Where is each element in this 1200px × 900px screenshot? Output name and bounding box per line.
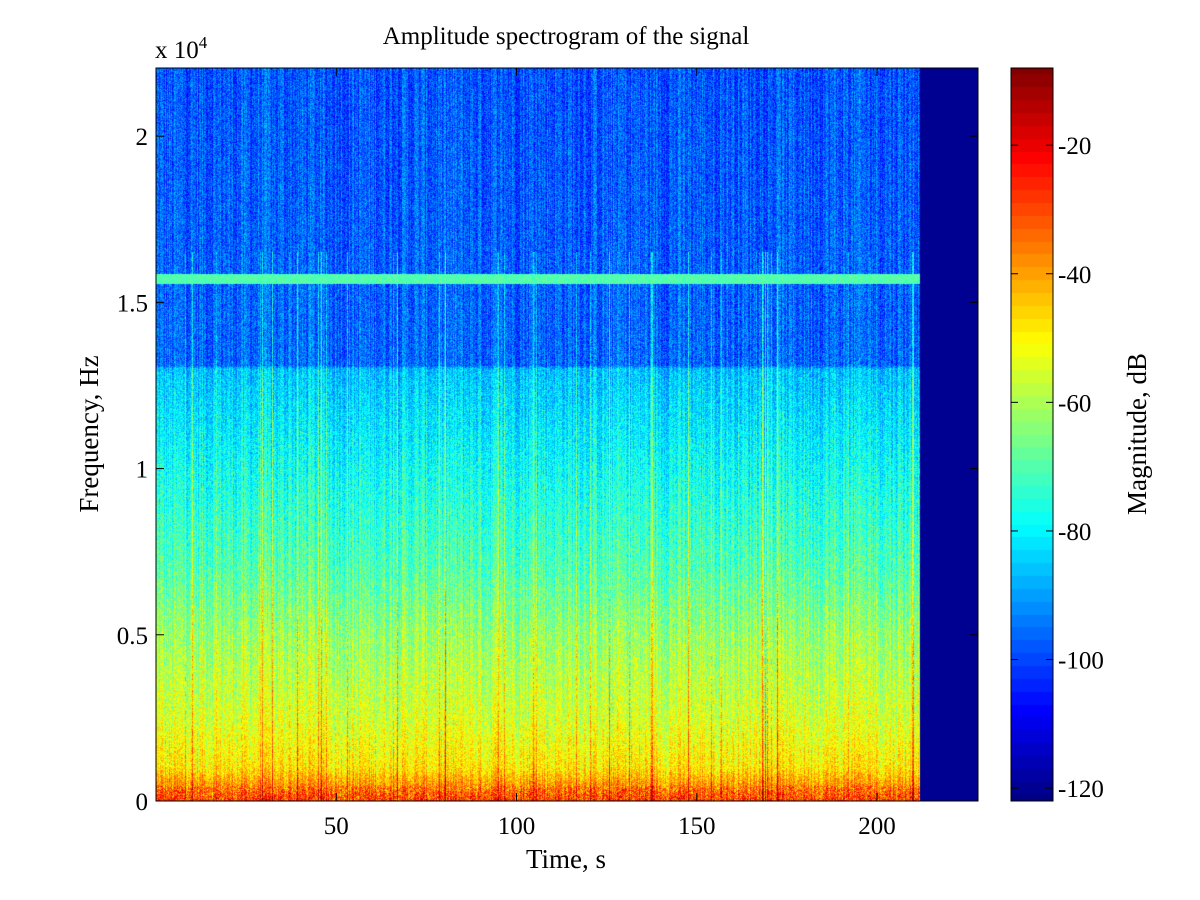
colorbar-tick-label-4: -100 — [1058, 648, 1104, 675]
x-axis-label: Time, s — [526, 844, 606, 874]
colorbar-tick-label-0: -20 — [1058, 133, 1091, 160]
colorbar-tick-label-3: -80 — [1058, 519, 1091, 546]
y-tick-label-2: 1 — [136, 457, 149, 484]
spectrogram-heatmap — [156, 68, 978, 801]
colorbar-tick-label-2: -60 — [1058, 390, 1091, 417]
y-tick-label-3: 1.5 — [117, 290, 148, 317]
x-tick-label-2: 150 — [678, 813, 716, 840]
x-tick-label-1: 100 — [498, 813, 536, 840]
y-scale-base: x 10 — [155, 37, 199, 64]
chart-title: Amplitude spectrogram of the signal — [383, 23, 750, 50]
y-tick-label-1: 0.5 — [117, 623, 148, 650]
colorbar-label: Magnitude, dB — [1122, 353, 1152, 515]
y-scale-exponent: 4 — [199, 33, 208, 52]
colorbar-tick-label-5: -120 — [1058, 776, 1104, 803]
x-tick-label-0: 50 — [324, 813, 349, 840]
spectrogram-plot: 50 100 150 200 0 0.5 1 1.5 2 — [117, 68, 978, 840]
y-axis-label: Frequency, Hz — [74, 355, 104, 512]
x-tick-label-3: 200 — [858, 813, 896, 840]
colorbar-tick-label-1: -40 — [1058, 262, 1091, 289]
y-tick-label-0: 0 — [136, 789, 149, 816]
y-tick-label-4: 2 — [136, 124, 149, 151]
colorbar-gradient — [1011, 68, 1053, 801]
